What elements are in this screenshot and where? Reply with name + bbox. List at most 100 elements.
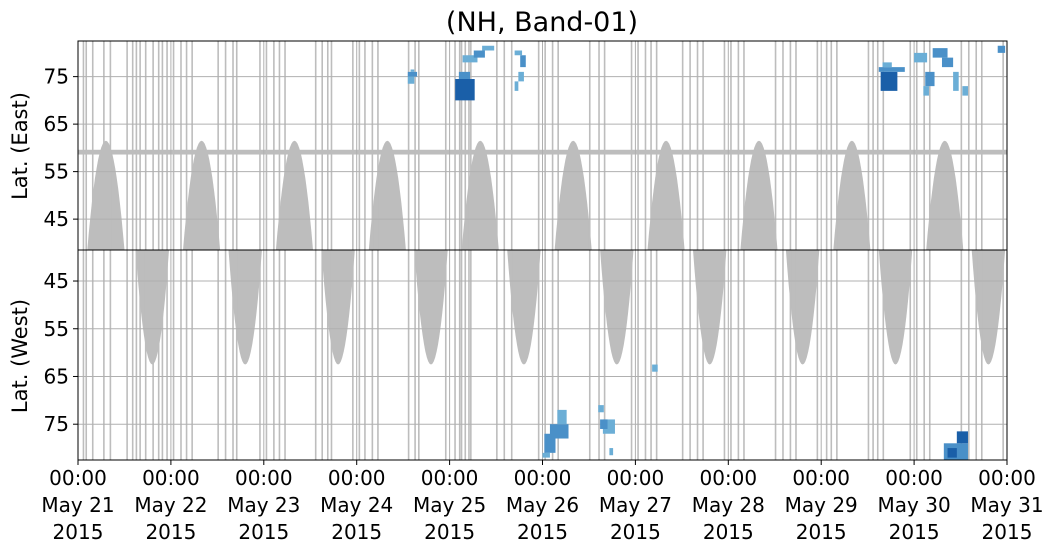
- west-nodata-lobe: [414, 250, 448, 365]
- west-nodata-line: [882, 250, 885, 460]
- east-nodata-line: [166, 41, 168, 250]
- west-nodata-line: [967, 250, 970, 460]
- east-nodata-line: [352, 41, 354, 250]
- east-nodata-line: [696, 41, 699, 250]
- west-nodata-lobe: [971, 250, 1006, 365]
- east-nodata-line: [85, 41, 88, 250]
- east-nodata-line: [232, 41, 234, 250]
- east-nodata-line: [191, 41, 193, 250]
- west-data-cell: [600, 419, 608, 429]
- west-nodata-line: [557, 250, 559, 460]
- west-y-tick-label: 75: [44, 412, 69, 436]
- east-data-cell: [410, 69, 415, 72]
- west-data-layer: [542, 364, 968, 460]
- west-nodata-line: [166, 250, 168, 460]
- west-nodata-line: [681, 250, 684, 460]
- west-nodata-line: [867, 250, 870, 460]
- east-nodata-line: [161, 41, 164, 250]
- x-tick-year: 2015: [703, 520, 754, 544]
- x-tick-time: 00:00: [699, 466, 757, 490]
- east-nodata-line: [551, 41, 554, 250]
- x-tick-year: 2015: [145, 520, 196, 544]
- west-nodata-line: [825, 250, 828, 460]
- west-nodata-line: [503, 250, 506, 460]
- west-nodata-line: [637, 250, 639, 460]
- west-nodata-line: [172, 250, 175, 460]
- west-nodata-lobe: [878, 250, 913, 365]
- west-data-cell: [557, 409, 567, 425]
- x-tick-year: 2015: [517, 520, 568, 544]
- west-nodata-line: [161, 250, 164, 460]
- east-data-cell: [520, 55, 526, 68]
- east-nodata-line: [172, 41, 175, 250]
- east-nodata-line: [867, 41, 870, 250]
- west-nodata-line: [407, 250, 410, 460]
- east-nodata-line: [737, 41, 740, 250]
- west-nodata-line: [131, 250, 134, 460]
- west-nodata-layer: [82, 250, 1006, 460]
- west-nodata-line: [909, 250, 912, 460]
- west-nodata-line: [109, 250, 112, 460]
- east-nodata-line: [470, 41, 472, 250]
- west-nodata-lobe: [507, 250, 541, 365]
- west-nodata-line: [364, 250, 366, 460]
- west-nodata-line: [278, 250, 281, 460]
- west-nodata-line: [464, 250, 467, 460]
- west-nodata-line: [458, 250, 461, 460]
- west-nodata-line: [510, 250, 513, 460]
- west-nodata-line: [795, 250, 797, 460]
- west-nodata-line: [414, 250, 416, 460]
- west-y-tick-label: 65: [44, 364, 69, 388]
- east-data-cell: [932, 48, 948, 58]
- east-nodata-line: [364, 41, 366, 250]
- west-nodata-line: [330, 250, 333, 460]
- east-nodata-line: [135, 41, 138, 250]
- west-data-cell: [947, 448, 957, 458]
- west-nodata-line: [259, 250, 261, 460]
- west-nodata-line: [630, 250, 633, 460]
- west-nodata-line: [358, 250, 361, 460]
- east-nodata-line: [702, 41, 704, 250]
- east-nodata-line: [975, 41, 978, 250]
- west-nodata-line: [85, 250, 88, 460]
- east-data-cell: [407, 76, 415, 84]
- west-nodata-line: [588, 250, 591, 460]
- east-data-cell: [962, 86, 968, 96]
- east-nodata-line: [730, 41, 732, 250]
- west-data-cell: [609, 448, 614, 456]
- west-nodata-line: [91, 250, 94, 460]
- east-nodata-line: [789, 41, 792, 250]
- west-nodata-line: [377, 250, 379, 460]
- x-tick-date: May 29: [785, 493, 858, 517]
- west-nodata-line: [217, 250, 219, 460]
- east-nodata-line: [358, 41, 361, 250]
- east-y-tick-label: 45: [44, 207, 69, 231]
- west-nodata-line: [235, 250, 238, 460]
- east-nodata-line: [180, 41, 182, 250]
- east-nodata-line: [928, 41, 931, 250]
- east-nodata-line: [458, 41, 461, 250]
- west-nodata-line: [103, 250, 105, 460]
- west-nodata-line: [460, 250, 463, 460]
- east-nodata-line: [131, 41, 134, 250]
- west-nodata-line: [352, 250, 354, 460]
- east-y-tick-label: 75: [44, 65, 69, 89]
- west-nodata-line: [872, 250, 874, 460]
- west-nodata-line: [321, 250, 323, 460]
- west-nodata-line: [126, 250, 128, 460]
- east-nodata-line: [144, 41, 147, 250]
- west-nodata-line: [830, 250, 833, 460]
- west-nodata-line: [603, 250, 606, 460]
- x-tick-date: May 25: [413, 493, 486, 517]
- west-nodata-line: [180, 250, 182, 460]
- east-data-cell: [941, 57, 954, 68]
- west-nodata-line: [326, 250, 329, 460]
- east-nodata-line: [503, 41, 506, 250]
- west-nodata-line: [265, 250, 268, 460]
- east-nodata-line: [782, 41, 784, 250]
- east-y-axis-label: Lat. (East): [8, 92, 32, 200]
- east-nodata-line: [139, 41, 141, 250]
- west-nodata-line: [689, 250, 691, 460]
- east-nodata-line: [795, 41, 797, 250]
- west-nodata-line: [314, 250, 317, 460]
